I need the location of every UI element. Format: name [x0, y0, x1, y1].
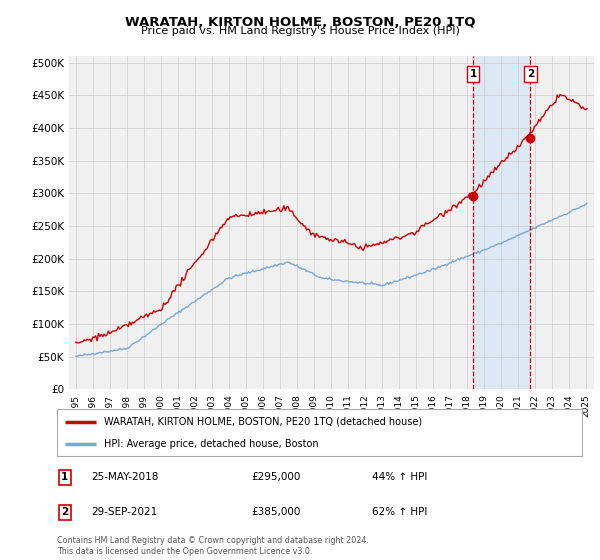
- Text: 2: 2: [61, 507, 68, 517]
- Text: HPI: Average price, detached house, Boston: HPI: Average price, detached house, Bost…: [104, 438, 319, 449]
- Text: Contains HM Land Registry data © Crown copyright and database right 2024.
This d: Contains HM Land Registry data © Crown c…: [57, 536, 369, 556]
- Text: 29-SEP-2021: 29-SEP-2021: [91, 507, 157, 517]
- Text: 25-MAY-2018: 25-MAY-2018: [91, 473, 158, 482]
- Text: 1: 1: [61, 473, 68, 482]
- Text: £295,000: £295,000: [251, 473, 301, 482]
- Text: Price paid vs. HM Land Registry's House Price Index (HPI): Price paid vs. HM Land Registry's House …: [140, 26, 460, 36]
- Bar: [473, 56, 530, 389]
- Text: 1: 1: [469, 69, 476, 79]
- Text: WARATAH, KIRTON HOLME, BOSTON, PE20 1TQ (detached house): WARATAH, KIRTON HOLME, BOSTON, PE20 1TQ …: [104, 417, 422, 427]
- Text: 44% ↑ HPI: 44% ↑ HPI: [372, 473, 427, 482]
- Text: £385,000: £385,000: [251, 507, 301, 517]
- Text: 62% ↑ HPI: 62% ↑ HPI: [372, 507, 427, 517]
- Text: WARATAH, KIRTON HOLME, BOSTON, PE20 1TQ: WARATAH, KIRTON HOLME, BOSTON, PE20 1TQ: [125, 16, 475, 29]
- Text: 2: 2: [527, 69, 534, 79]
